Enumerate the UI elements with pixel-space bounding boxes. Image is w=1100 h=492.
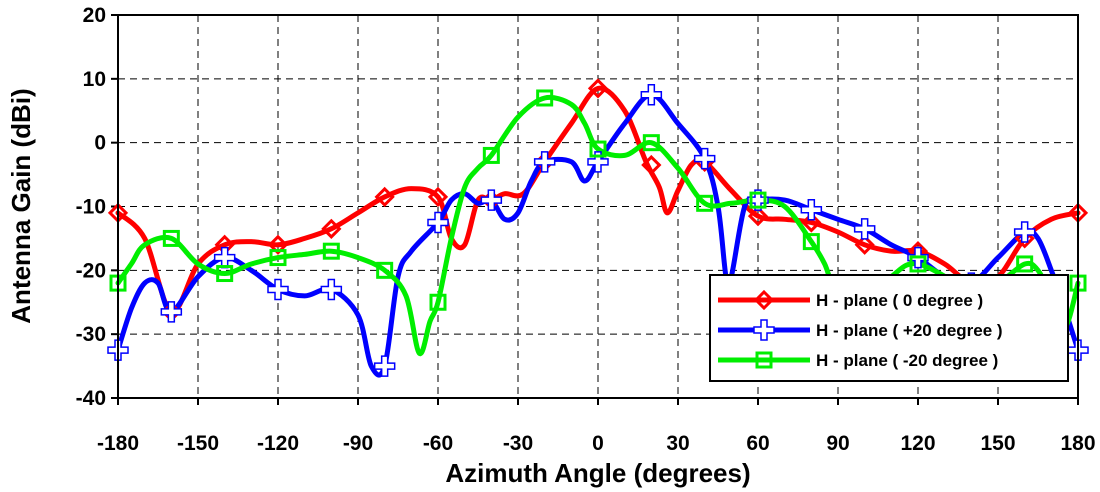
series-2-point (640, 84, 663, 106)
legend-marker (753, 289, 775, 311)
series-1-point (747, 205, 769, 227)
tick-labels: -180 -150 -120 -90 -60 -30 0 30 60 90 120 150 180 -40… (76, 4, 1096, 455)
series-3-point (802, 233, 820, 251)
series-1-point (801, 212, 822, 233)
series-3-point (749, 191, 767, 209)
x-tick-label: -120 (257, 432, 299, 455)
y-tick-label: -30 (76, 323, 106, 346)
x-tick-label: -90 (343, 432, 373, 455)
series-line-2 (115, 92, 1081, 378)
series-3-point (589, 140, 607, 158)
series-2-point (267, 278, 289, 301)
y-tick-label: -40 (76, 387, 106, 410)
x-tick-label: 180 (1060, 432, 1095, 455)
series-3-point (376, 261, 394, 279)
series-2-point (747, 189, 769, 211)
x-tick-label: -30 (503, 432, 533, 455)
x-tick-label: 0 (592, 432, 604, 455)
series-3-point (1016, 255, 1034, 273)
x-tick-label: 90 (826, 432, 849, 455)
series-1-point (427, 186, 449, 208)
legend: H - plane ( 0 degree ) H - plane ( +20 de… (709, 274, 1069, 382)
series-2-point (693, 147, 716, 170)
series-2-point (160, 301, 183, 323)
series-2-point (1013, 221, 1036, 243)
axes (111, 14, 1079, 405)
series-3-point (429, 293, 447, 311)
plot-frame (117, 14, 1079, 399)
x-tick-label: 60 (746, 432, 769, 455)
series-3-point (322, 242, 340, 260)
x-axis-title: Azimuth Angle (degrees) (445, 458, 750, 488)
y-tick-label: 0 (94, 132, 106, 155)
series-1-point (641, 154, 662, 176)
y-tick-label: -20 (76, 259, 106, 282)
series-2-point (320, 278, 343, 301)
y-tick-label: 20 (83, 4, 106, 27)
x-tick-label: 150 (980, 432, 1015, 455)
x-tick-label: -60 (423, 432, 453, 455)
y-axis-title: Antenna Gain (dBi) (6, 88, 36, 323)
x-tick-label: 30 (666, 432, 689, 455)
series-3-point (482, 146, 500, 164)
legend-marker (755, 351, 773, 369)
series-2-point (427, 211, 449, 234)
legend-marker (753, 319, 775, 341)
series-3-point (642, 134, 660, 152)
series-3-point (162, 229, 180, 247)
series-3-point (909, 255, 927, 273)
legend-label: H - plane ( 0 degree ) (816, 291, 983, 310)
series-line-1 (115, 85, 1081, 315)
legend-label: H - plane ( -20 degree ) (816, 351, 998, 370)
series-3-point (536, 89, 554, 107)
series-2-point (587, 151, 609, 173)
x-tick-label: -150 (177, 432, 219, 455)
series-1-point (854, 234, 875, 255)
series-2-point (533, 151, 556, 173)
x-tick-label: 120 (900, 432, 935, 455)
series-1-point (267, 234, 289, 255)
legend-label: H - plane ( +20 degree ) (816, 321, 1003, 340)
y-tick-label: 10 (83, 68, 106, 91)
series-2-point (480, 189, 503, 211)
series-2-point (373, 355, 396, 377)
series-2-point (800, 198, 823, 221)
series-1-point (374, 186, 395, 208)
series-3-point (696, 194, 714, 212)
x-tick-label: -180 (97, 432, 139, 455)
series-3-point (216, 265, 234, 283)
series-3-point (269, 249, 287, 267)
series-2-point (853, 218, 876, 240)
y-tick-label: -10 (76, 196, 106, 219)
series-1-point (321, 218, 342, 239)
series-1-point (587, 78, 609, 99)
